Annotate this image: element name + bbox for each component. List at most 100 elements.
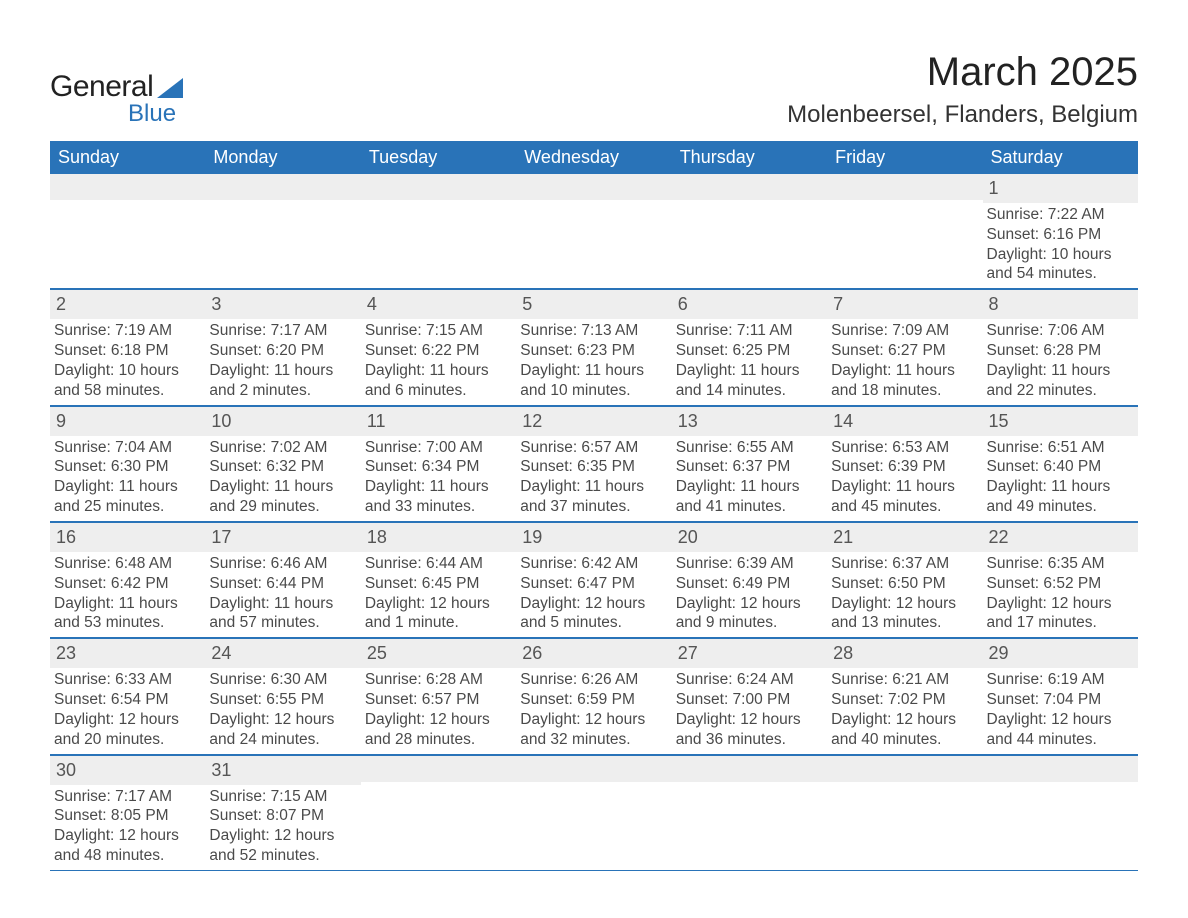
day-details: Sunrise: 7:22 AMSunset: 6:16 PMDaylight:…: [983, 203, 1138, 288]
sunrise-text: Sunrise: 6:26 AM: [520, 670, 667, 690]
sunset-text: Sunset: 6:47 PM: [520, 574, 667, 594]
logo-text-blue: Blue: [128, 100, 176, 128]
day-cell: 21Sunrise: 6:37 AMSunset: 6:50 PMDayligh…: [827, 523, 982, 637]
location: Molenbeersel, Flanders, Belgium: [787, 101, 1138, 129]
day-number: [672, 756, 827, 782]
sunset-text: Sunset: 6:18 PM: [54, 341, 201, 361]
day-cell: [50, 174, 205, 288]
sunset-text: Sunset: 6:25 PM: [676, 341, 823, 361]
day-details: Sunrise: 7:15 AMSunset: 6:22 PMDaylight:…: [361, 319, 516, 404]
day-number: 3: [205, 290, 360, 319]
day-details: [672, 200, 827, 278]
day-details: Sunrise: 7:15 AMSunset: 8:07 PMDaylight:…: [205, 785, 360, 870]
day-number: 12: [516, 407, 671, 436]
day-details: Sunrise: 6:53 AMSunset: 6:39 PMDaylight:…: [827, 436, 982, 521]
sunset-text: Sunset: 6:39 PM: [831, 457, 978, 477]
sunset-text: Sunset: 6:45 PM: [365, 574, 512, 594]
daylight2-text: and 14 minutes.: [676, 381, 823, 401]
week-row: 16Sunrise: 6:48 AMSunset: 6:42 PMDayligh…: [50, 522, 1138, 638]
sunrise-text: Sunrise: 7:13 AM: [520, 321, 667, 341]
daylight2-text: and 13 minutes.: [831, 613, 978, 633]
daylight2-text: and 2 minutes.: [209, 381, 356, 401]
sunrise-text: Sunrise: 6:37 AM: [831, 554, 978, 574]
daylight1-text: Daylight: 11 hours: [209, 594, 356, 614]
day-details: Sunrise: 7:19 AMSunset: 6:18 PMDaylight:…: [50, 319, 205, 404]
day-number: 20: [672, 523, 827, 552]
day-cell: 11Sunrise: 7:00 AMSunset: 6:34 PMDayligh…: [361, 407, 516, 521]
day-details: Sunrise: 6:26 AMSunset: 6:59 PMDaylight:…: [516, 668, 671, 753]
sunset-text: Sunset: 6:23 PM: [520, 341, 667, 361]
sunrise-text: Sunrise: 6:35 AM: [987, 554, 1134, 574]
day-number: [672, 174, 827, 200]
sunrise-text: Sunrise: 6:55 AM: [676, 438, 823, 458]
day-number: 1: [983, 174, 1138, 203]
day-cell: [672, 174, 827, 288]
day-details: Sunrise: 7:00 AMSunset: 6:34 PMDaylight:…: [361, 436, 516, 521]
day-cell: 27Sunrise: 6:24 AMSunset: 7:00 PMDayligh…: [672, 639, 827, 753]
daylight2-text: and 10 minutes.: [520, 381, 667, 401]
day-number: [50, 174, 205, 200]
sunrise-text: Sunrise: 6:30 AM: [209, 670, 356, 690]
day-details: [516, 200, 671, 278]
day-number: 8: [983, 290, 1138, 319]
day-number: 14: [827, 407, 982, 436]
day-number: 4: [361, 290, 516, 319]
day-details: Sunrise: 6:35 AMSunset: 6:52 PMDaylight:…: [983, 552, 1138, 637]
daylight1-text: Daylight: 12 hours: [365, 594, 512, 614]
day-number: 19: [516, 523, 671, 552]
day-number: 2: [50, 290, 205, 319]
day-number: 25: [361, 639, 516, 668]
daylight1-text: Daylight: 11 hours: [520, 361, 667, 381]
daylight2-text: and 52 minutes.: [209, 846, 356, 866]
daylight2-text: and 44 minutes.: [987, 730, 1134, 750]
day-cell: 31Sunrise: 7:15 AMSunset: 8:07 PMDayligh…: [205, 756, 360, 870]
day-cell: [205, 174, 360, 288]
daylight2-text: and 36 minutes.: [676, 730, 823, 750]
sunset-text: Sunset: 6:16 PM: [987, 225, 1134, 245]
title-block: March 2025 Molenbeersel, Flanders, Belgi…: [787, 50, 1138, 129]
sunrise-text: Sunrise: 6:39 AM: [676, 554, 823, 574]
daylight1-text: Daylight: 12 hours: [209, 710, 356, 730]
sunset-text: Sunset: 6:44 PM: [209, 574, 356, 594]
daylight2-text: and 17 minutes.: [987, 613, 1134, 633]
day-cell: 4Sunrise: 7:15 AMSunset: 6:22 PMDaylight…: [361, 290, 516, 404]
daylight1-text: Daylight: 12 hours: [54, 710, 201, 730]
sunrise-text: Sunrise: 6:19 AM: [987, 670, 1134, 690]
day-details: [361, 782, 516, 860]
day-details: Sunrise: 6:57 AMSunset: 6:35 PMDaylight:…: [516, 436, 671, 521]
day-cell: 16Sunrise: 6:48 AMSunset: 6:42 PMDayligh…: [50, 523, 205, 637]
day-number: 23: [50, 639, 205, 668]
day-details: Sunrise: 6:51 AMSunset: 6:40 PMDaylight:…: [983, 436, 1138, 521]
logo-row1: General: [50, 70, 183, 104]
sunset-text: Sunset: 8:07 PM: [209, 806, 356, 826]
day-cell: 6Sunrise: 7:11 AMSunset: 6:25 PMDaylight…: [672, 290, 827, 404]
day-cell: [516, 174, 671, 288]
sunrise-text: Sunrise: 7:15 AM: [209, 787, 356, 807]
sunset-text: Sunset: 6:52 PM: [987, 574, 1134, 594]
daylight1-text: Daylight: 11 hours: [54, 594, 201, 614]
day-cell: [983, 756, 1138, 870]
week-row: 30Sunrise: 7:17 AMSunset: 8:05 PMDayligh…: [50, 755, 1138, 871]
day-cell: 14Sunrise: 6:53 AMSunset: 6:39 PMDayligh…: [827, 407, 982, 521]
sunset-text: Sunset: 6:37 PM: [676, 457, 823, 477]
day-number: 13: [672, 407, 827, 436]
day-details: Sunrise: 6:48 AMSunset: 6:42 PMDaylight:…: [50, 552, 205, 637]
daylight1-text: Daylight: 12 hours: [831, 710, 978, 730]
sunrise-text: Sunrise: 6:48 AM: [54, 554, 201, 574]
daylight1-text: Daylight: 11 hours: [987, 477, 1134, 497]
sunrise-text: Sunrise: 7:11 AM: [676, 321, 823, 341]
sunrise-text: Sunrise: 6:46 AM: [209, 554, 356, 574]
day-number: [827, 174, 982, 200]
sunset-text: Sunset: 7:00 PM: [676, 690, 823, 710]
day-cell: 15Sunrise: 6:51 AMSunset: 6:40 PMDayligh…: [983, 407, 1138, 521]
daylight2-text: and 1 minute.: [365, 613, 512, 633]
daylight2-text: and 29 minutes.: [209, 497, 356, 517]
day-cell: 2Sunrise: 7:19 AMSunset: 6:18 PMDaylight…: [50, 290, 205, 404]
week-row: 2Sunrise: 7:19 AMSunset: 6:18 PMDaylight…: [50, 289, 1138, 405]
day-details: [672, 782, 827, 860]
topbar: General Blue March 2025 Molenbeersel, Fl…: [50, 50, 1138, 129]
daylight1-text: Daylight: 12 hours: [987, 710, 1134, 730]
day-details: Sunrise: 6:30 AMSunset: 6:55 PMDaylight:…: [205, 668, 360, 753]
day-cell: 22Sunrise: 6:35 AMSunset: 6:52 PMDayligh…: [983, 523, 1138, 637]
day-number: 28: [827, 639, 982, 668]
